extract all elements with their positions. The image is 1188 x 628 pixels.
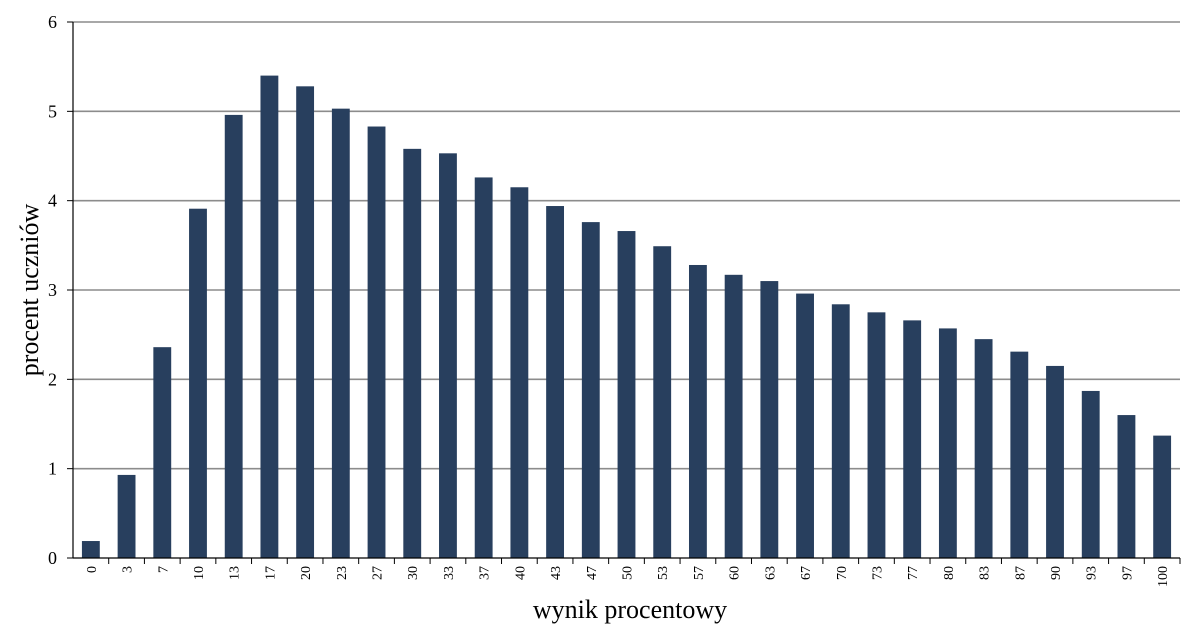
bar (867, 312, 886, 558)
bar (688, 264, 707, 558)
x-tick-label: 10 (192, 566, 207, 580)
x-tick-label: 43 (549, 566, 564, 580)
bar (1117, 415, 1136, 558)
x-tick-label: 33 (442, 566, 457, 580)
x-tick-label: 57 (692, 566, 707, 580)
bar (581, 222, 600, 558)
y-tick-label: 6 (48, 12, 57, 32)
bar (1153, 435, 1172, 558)
bars (81, 75, 1172, 559)
bar (760, 281, 779, 558)
x-tick-label: 97 (1120, 566, 1135, 580)
bar (1046, 365, 1064, 558)
x-tick-label: 23 (335, 566, 350, 580)
bar (938, 328, 957, 558)
x-tick-label: 63 (763, 566, 778, 580)
x-tick-label: 83 (978, 566, 993, 580)
bar (403, 148, 422, 558)
x-tick-label: 17 (263, 566, 278, 580)
x-tick-label: 0 (85, 566, 100, 573)
bar (296, 86, 315, 558)
y-tick-label: 1 (48, 459, 57, 479)
bar (1010, 351, 1029, 558)
x-tick-label: 67 (799, 566, 814, 580)
y-tick-label: 0 (48, 548, 57, 568)
bar (1081, 390, 1100, 558)
bar (724, 274, 743, 558)
bar (260, 75, 279, 558)
bar (117, 474, 136, 558)
y-tick-label: 2 (48, 369, 57, 389)
bar (224, 114, 243, 558)
x-tick-label: 73 (870, 566, 885, 580)
x-tick-label: 3 (121, 566, 136, 573)
x-tick-label: 7 (156, 566, 171, 573)
bar (439, 153, 457, 558)
bar (510, 187, 529, 558)
y-tick-labels: 0 1 2 3 4 5 6 (48, 12, 73, 568)
bar (474, 177, 493, 558)
x-tick-label: 87 (1013, 566, 1028, 580)
bar (81, 541, 100, 558)
x-tick-label: 13 (228, 566, 243, 580)
x-tick-labels: 0 3 7 10 13 17 20 23 27 30 33 37 40 43 47 50 53 57 60 63 67 7… (85, 558, 1181, 587)
x-tick-label: 20 (299, 566, 314, 580)
bar (903, 320, 922, 558)
y-tick-label: 3 (48, 280, 57, 300)
bar (617, 231, 636, 559)
x-tick-label: 77 (906, 566, 921, 580)
x-tick-label: 93 (1085, 566, 1100, 580)
bar (546, 206, 565, 558)
x-tick-label: 70 (835, 566, 850, 580)
x-tick-label: 30 (406, 566, 421, 580)
y-tick-label: 5 (48, 101, 57, 121)
bar (831, 304, 850, 558)
bar (974, 339, 993, 558)
x-tick-label: 40 (513, 566, 528, 580)
x-tick-label: 90 (1049, 566, 1064, 580)
x-tick-label: 37 (478, 566, 493, 580)
x-tick-label: 80 (942, 566, 957, 580)
bar (153, 347, 172, 558)
bar (331, 108, 350, 559)
bar (189, 208, 207, 558)
bar (796, 293, 814, 558)
x-tick-label: 47 (585, 566, 600, 580)
x-tick-label: 100 (1156, 566, 1171, 587)
x-tick-label: 60 (728, 566, 743, 580)
y-tick-label: 4 (48, 191, 57, 211)
bar (367, 126, 386, 559)
x-tick-label: 50 (621, 566, 636, 580)
x-tick-label: 27 (371, 566, 386, 580)
x-tick-label: 53 (656, 566, 671, 580)
x-axis-title: wynik procentowy (533, 595, 727, 624)
y-axis-title: procent uczniów (15, 204, 44, 377)
bar (653, 246, 672, 558)
